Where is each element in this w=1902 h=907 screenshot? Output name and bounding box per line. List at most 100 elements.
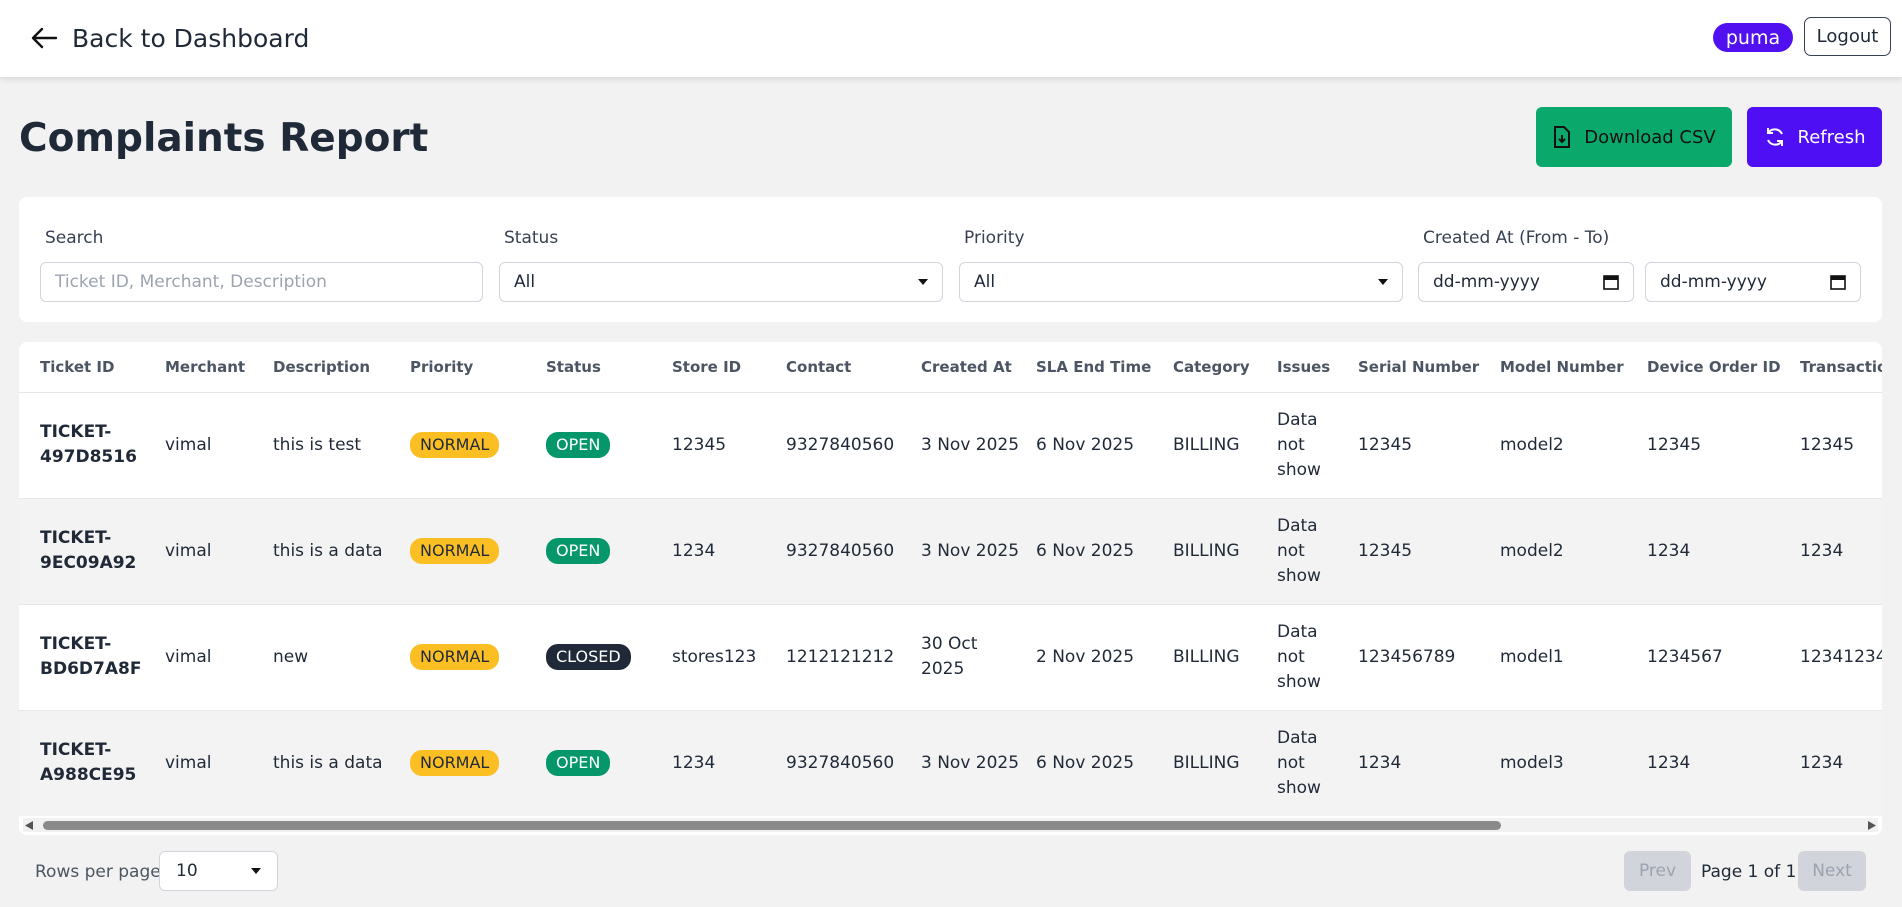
column-header: Status bbox=[546, 358, 601, 376]
back-link[interactable]: Back to Dashboard bbox=[30, 20, 309, 56]
table-cell: OPEN bbox=[546, 392, 666, 498]
table-cell: BILLING bbox=[1173, 710, 1273, 816]
table-cell: 6 Nov 2025 bbox=[1036, 498, 1166, 604]
table-cell: 1234 bbox=[1358, 710, 1498, 816]
column-header: Contact bbox=[786, 358, 852, 376]
download-button[interactable]: Download CSV bbox=[1536, 107, 1732, 167]
cell-text: 6 Nov 2025 bbox=[1036, 434, 1135, 455]
table-cell: 9327840560 bbox=[786, 498, 916, 604]
cell-text: 3 Nov 2025 bbox=[921, 434, 1020, 455]
table-cell: 1234 bbox=[1647, 498, 1797, 604]
table-row bbox=[19, 710, 1882, 816]
cell-text: BILLING bbox=[1173, 752, 1240, 773]
cell-text: 1234567 bbox=[1647, 646, 1723, 667]
table-cell: TICKET-​497D8516 bbox=[40, 392, 160, 498]
cell-text: model3 bbox=[1500, 752, 1564, 773]
table-cell: 123412345 bbox=[1800, 604, 1882, 710]
table-cell: 1234 bbox=[1800, 710, 1882, 816]
table-cell: 1234 bbox=[1800, 498, 1882, 604]
status-badge: OPEN bbox=[546, 538, 611, 564]
cell-text: Data not show bbox=[1277, 621, 1321, 692]
date-from[interactable]: dd-mm-yyyy bbox=[1418, 262, 1634, 302]
cell-text: TICKET-​BD6D7A8F bbox=[40, 634, 142, 679]
back-arrow bbox=[31, 27, 58, 49]
refresh-text: Refresh bbox=[1797, 126, 1866, 148]
cell-text: 12345 bbox=[1800, 434, 1855, 455]
column-header: Transaction bbox=[1800, 358, 1882, 376]
cell-text: vimal bbox=[165, 752, 212, 773]
table-cell: vimal bbox=[165, 604, 265, 710]
top-bar: Back to Dashboard puma Logout bbox=[0, 0, 1902, 77]
cell-text: model2 bbox=[1500, 540, 1564, 561]
table-cell: Data not show bbox=[1277, 498, 1349, 604]
refresh-icon bbox=[1766, 128, 1783, 146]
rows-select[interactable]: 10 bbox=[159, 851, 278, 891]
cell-text: 123456789 bbox=[1358, 646, 1456, 667]
download-text: Download CSV bbox=[1584, 126, 1716, 148]
caret bbox=[1378, 279, 1388, 285]
scroll-left[interactable] bbox=[25, 821, 33, 830]
cell-text: 12345 bbox=[672, 434, 727, 455]
column-header: Issues bbox=[1277, 358, 1331, 376]
table-cell: 6 Nov 2025 bbox=[1036, 710, 1166, 816]
table-cell: 2 Nov 2025 bbox=[1036, 604, 1166, 710]
table-cell: 1234 bbox=[672, 710, 782, 816]
cell-text: this is a data bbox=[273, 752, 383, 773]
status-badge: CLOSED bbox=[546, 644, 631, 670]
status-select[interactable]: All bbox=[499, 262, 943, 302]
table-cell: 12345 bbox=[1647, 392, 1797, 498]
priority-badge: NORMAL bbox=[410, 538, 500, 564]
filter-label: Created At (From - To) bbox=[1423, 228, 1610, 248]
table-cell: NORMAL bbox=[410, 498, 540, 604]
cell-text: new bbox=[273, 646, 309, 667]
caret bbox=[251, 868, 261, 874]
cell-text: 3 Nov 2025 bbox=[921, 540, 1020, 561]
date-to[interactable]: dd-mm-yyyy bbox=[1645, 262, 1861, 302]
scroll-right[interactable] bbox=[1868, 821, 1876, 830]
table-cell: TICKET-​BD6D7A8F bbox=[40, 604, 160, 710]
table-cell: 1234 bbox=[672, 498, 782, 604]
column-header: Created At bbox=[921, 358, 1012, 376]
search-input[interactable]: Ticket ID, Merchant, Description bbox=[40, 262, 483, 302]
table-cell: model3 bbox=[1500, 710, 1640, 816]
back-text: Back to Dashboard bbox=[72, 23, 310, 53]
select-value: 10 bbox=[176, 861, 198, 881]
cell-text: Data not show bbox=[1277, 515, 1321, 586]
cell-text: 9327840560 bbox=[786, 540, 895, 561]
table-cell: 123456789 bbox=[1358, 604, 1498, 710]
column-header: Description bbox=[273, 358, 371, 376]
table-cell: new bbox=[273, 604, 403, 710]
table-cell: Data not show bbox=[1277, 710, 1349, 816]
table-cell: Data not show bbox=[1277, 392, 1349, 498]
table-row bbox=[19, 392, 1882, 498]
table-cell: 3 Nov 2025 bbox=[921, 498, 1021, 604]
calendar-icon bbox=[1603, 275, 1619, 290]
cell-text: 1234 bbox=[1800, 752, 1844, 773]
table-cell: 6 Nov 2025 bbox=[1036, 392, 1166, 498]
table-cell: TICKET-​A988CE95 bbox=[40, 710, 160, 816]
refresh-button[interactable]: Refresh bbox=[1747, 107, 1882, 167]
prev-button[interactable]: Prev bbox=[1624, 851, 1691, 891]
table-cell: OPEN bbox=[546, 498, 666, 604]
filter-label: Search bbox=[45, 228, 104, 248]
next-button[interactable]: Next bbox=[1798, 851, 1866, 891]
table-cell: vimal bbox=[165, 498, 265, 604]
column-header: Ticket ID bbox=[40, 358, 115, 376]
priority-select[interactable]: All bbox=[959, 262, 1403, 302]
filter-label: Status bbox=[504, 228, 559, 248]
cell-text: 1234 bbox=[1647, 540, 1691, 561]
cell-text: 9327840560 bbox=[786, 752, 895, 773]
scrollbar-thumb[interactable] bbox=[43, 821, 1501, 830]
table-cell: NORMAL bbox=[410, 710, 540, 816]
logout-button[interactable]: Logout bbox=[1804, 17, 1891, 56]
date-placeholder: dd-mm-yyyy bbox=[1433, 272, 1540, 292]
column-header: Serial Number bbox=[1358, 358, 1480, 376]
scrollbar-track[interactable] bbox=[23, 818, 1878, 832]
cell-text: vimal bbox=[165, 540, 212, 561]
cell-text: this is a data bbox=[273, 540, 383, 561]
column-header: SLA End Time bbox=[1036, 358, 1152, 376]
caret bbox=[918, 279, 928, 285]
cell-text: 1234 bbox=[1358, 752, 1402, 773]
table-cell: 12345 bbox=[1800, 392, 1882, 498]
